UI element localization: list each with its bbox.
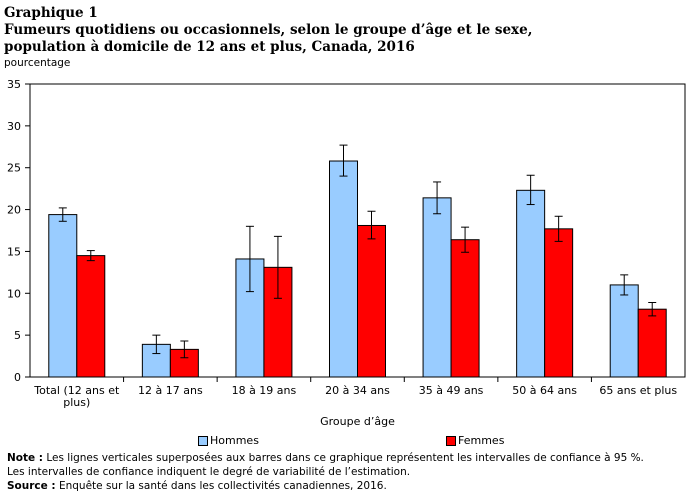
y-tick-label: 25 — [7, 162, 21, 175]
x-tick-label: 35 à 49 ans — [419, 384, 484, 397]
bar-femmes — [637, 308, 667, 378]
bar-hommes — [422, 197, 452, 378]
y-axis-unit-label: pourcentage — [4, 57, 71, 69]
x-tick-label: 20 à 34 ans — [325, 384, 390, 397]
bar-femmes — [450, 239, 480, 378]
bar-hommes — [516, 189, 546, 378]
bar-femmes — [544, 228, 574, 378]
source-label: Source : — [7, 480, 56, 492]
y-tick-label: 20 — [7, 204, 21, 217]
note-text: Les lignes verticales superposées aux ba… — [43, 452, 644, 464]
bar-hommes — [329, 160, 358, 378]
x-tick-label: 12 à 17 ans — [138, 384, 203, 397]
bar-hommes — [48, 214, 78, 378]
legend-item-femmes: Femmes — [446, 434, 504, 447]
bar-femmes — [357, 224, 386, 378]
x-axis-title: Groupe d’âge — [320, 415, 395, 428]
title-line-3: population à domicile de 12 ans et plus,… — [4, 39, 415, 55]
note-label: Note : — [7, 452, 43, 464]
y-tick-label: 15 — [7, 245, 21, 258]
x-tick-label: plus) — [63, 396, 90, 409]
x-tick-label: 50 à 64 ans — [512, 384, 577, 397]
notes-block: Note : Les lignes verticales superposées… — [7, 451, 644, 493]
legend-swatch-femmes — [446, 435, 456, 446]
legend-item-hommes: Hommes — [198, 434, 259, 447]
note-text-2: Les intervalles de confiance indiquent l… — [7, 466, 411, 478]
bar-femmes — [76, 255, 106, 378]
source-text: Enquête sur la santé dans les collectivi… — [55, 480, 387, 492]
legend-label-femmes: Femmes — [458, 434, 505, 447]
legend-label-hommes: Hommes — [210, 434, 259, 447]
bar-hommes — [609, 284, 639, 378]
title-line-1: Graphique 1 — [4, 5, 98, 21]
x-tick-label: 18 à 19 ans — [232, 384, 297, 397]
y-tick-label: 5 — [14, 329, 21, 342]
x-tick-label: Total (12 ans et — [33, 384, 120, 397]
y-tick-label: 10 — [7, 287, 21, 300]
x-tick-label: 65 ans et plus — [599, 384, 677, 397]
legend-swatch-hommes — [198, 435, 208, 446]
title-line-2: Fumeurs quotidiens ou occasionnels, selo… — [4, 22, 533, 38]
y-tick-label: 35 — [7, 78, 21, 91]
y-tick-label: 0 — [14, 371, 21, 384]
y-tick-label: 30 — [7, 120, 21, 133]
chart-title: Graphique 1 Fumeurs quotidiens ou occasi… — [4, 5, 532, 56]
